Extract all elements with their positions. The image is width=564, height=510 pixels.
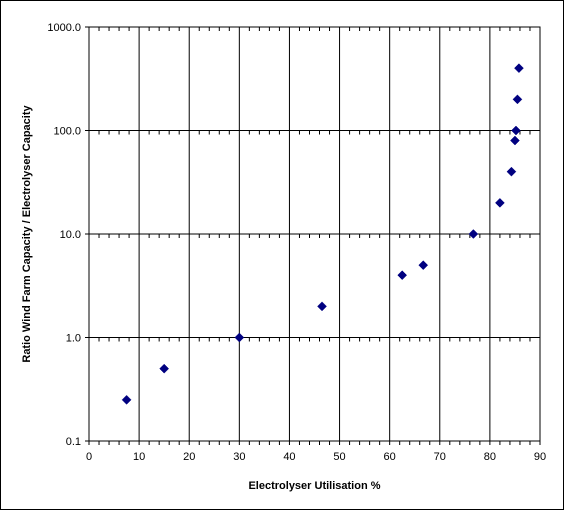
data-point [511, 125, 521, 136]
y-tick-labels: 0.1 1.0 10.0 100.0 1000.0 [47, 22, 81, 448]
y-tick-label: 10.0 [60, 229, 81, 241]
x-tick-label: 90 [534, 451, 546, 463]
data-point [510, 135, 520, 146]
data-point [506, 166, 517, 177]
data-point [121, 394, 132, 405]
data-point [514, 63, 524, 74]
x-tick-label: 70 [434, 451, 446, 463]
data-point [317, 301, 327, 312]
x-tick-label: 0 [86, 451, 92, 463]
data-points [121, 63, 524, 405]
x-tick-label: 20 [183, 451, 195, 463]
y-axis-title: Ratio Wind Farm Capacity / Electrolyser … [21, 104, 33, 362]
minor-ticks [98, 27, 531, 445]
x-tick-labels: 0 10 20 30 40 50 60 70 80 90 [86, 451, 546, 463]
y-tick-label: 1.0 [66, 333, 81, 345]
x-tick-label: 60 [384, 451, 396, 463]
data-point [234, 332, 245, 343]
data-point [495, 197, 505, 208]
y-tick-label: 100.0 [53, 126, 81, 138]
data-point [397, 270, 408, 281]
x-tick-label: 30 [233, 451, 245, 463]
data-point [468, 229, 479, 239]
y-tick-label: 0.1 [66, 436, 81, 448]
data-point [159, 363, 170, 374]
x-tick-label: 40 [283, 451, 295, 463]
y-tick-label: 1000.0 [47, 22, 81, 34]
x-tick-label: 10 [133, 451, 145, 463]
grid-lines [85, 26, 541, 445]
x-tick-label: 80 [484, 451, 496, 463]
data-point [512, 94, 523, 105]
x-axis-title: Electrolyser Utilisation % [248, 480, 380, 492]
data-point [418, 260, 429, 271]
x-tick-label: 50 [333, 451, 345, 463]
